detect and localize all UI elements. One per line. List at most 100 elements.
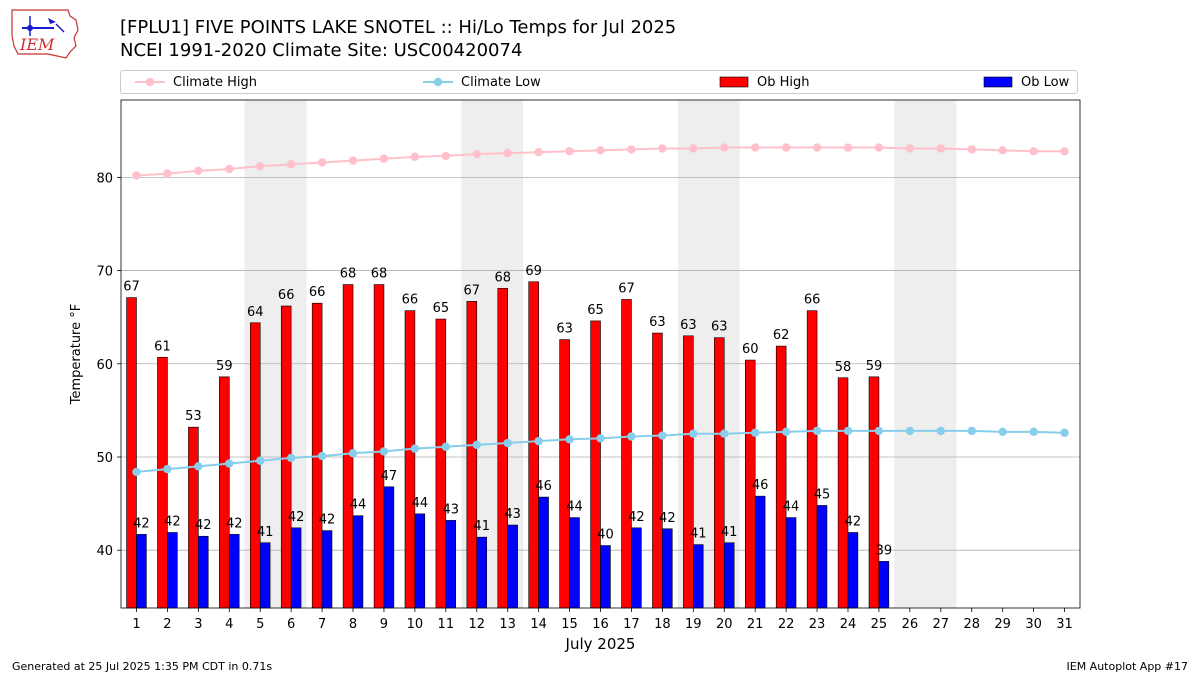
climate-low-point [874, 426, 884, 436]
ob-high-bar [590, 320, 601, 609]
ob-low-bar [290, 527, 302, 609]
legend-item-ob-low: Ob Low [983, 71, 1069, 93]
climate-high-point [256, 161, 265, 171]
ob-low-bar [507, 524, 518, 609]
ob-low-bar [816, 505, 828, 609]
y-tick-label: 40 [96, 544, 113, 559]
climate-high-point [874, 143, 884, 152]
ob-high-label: 63 [649, 315, 666, 330]
ob-high-bar [621, 299, 632, 609]
x-tick-label: 14 [530, 617, 547, 632]
climate-high-point [843, 143, 853, 152]
ob-low-label: 42 [319, 513, 336, 528]
x-tick-label: 2 [163, 617, 171, 632]
ob-low-label: 42 [659, 511, 676, 526]
climate-low-point [689, 429, 698, 438]
ob-low-label: 42 [288, 510, 305, 525]
ob-high-bar [435, 318, 447, 609]
climate-high-point [132, 171, 141, 180]
x-axis-label: July 2025 [565, 635, 636, 653]
ob-low-bar [321, 530, 333, 609]
climate-high-point [441, 151, 451, 161]
ob-high-label: 65 [433, 301, 450, 316]
ob-low-label: 42 [845, 514, 862, 529]
climate-low-point [317, 451, 327, 461]
climate-low-point [534, 436, 543, 446]
climate-high-point [627, 145, 636, 154]
climate-high-point [936, 144, 945, 153]
legend-label-climate-high: Climate High [173, 74, 258, 90]
x-tick-label: 29 [994, 617, 1011, 632]
x-tick-label: 12 [468, 617, 485, 632]
climate-high-point [596, 146, 605, 155]
legend-swatch-ob-low [983, 76, 1013, 88]
x-tick-label: 4 [225, 617, 233, 632]
ob-low-bar [754, 495, 766, 609]
ob-low-label: 39 [876, 543, 893, 558]
chart-subtitle: NCEI 1991-2020 Climate Site: USC00420074 [120, 40, 523, 61]
ob-high-bar [714, 337, 725, 609]
x-tick-label: 15 [561, 617, 578, 632]
climate-low-point [596, 434, 605, 443]
ob-high-label: 63 [711, 320, 728, 335]
climate-high-point [720, 143, 729, 152]
ob-high-bar [652, 332, 663, 609]
ob-low-label: 43 [504, 507, 521, 522]
ob-high-bar [497, 287, 508, 609]
ob-high-label: 67 [123, 280, 140, 295]
climate-high-point [658, 144, 667, 153]
climate-high-point [750, 143, 760, 152]
climate-low-point [843, 426, 853, 436]
x-tick-label: 20 [716, 617, 733, 632]
ob-low-label: 42 [628, 510, 645, 525]
x-tick-label: 30 [1025, 617, 1042, 632]
climate-low-point [441, 442, 451, 451]
ob-low-bar [631, 527, 642, 609]
ob-high-bar [806, 310, 818, 609]
x-tick-label: 8 [349, 617, 357, 632]
ob-low-label: 47 [381, 469, 398, 484]
legend-item-climate-low: Climate Low [423, 71, 541, 93]
climate-high-point [348, 156, 358, 165]
ob-low-label: 46 [752, 478, 769, 493]
x-tick-label: 17 [623, 617, 640, 632]
ob-low-label: 40 [597, 528, 614, 543]
y-tick-label: 70 [96, 265, 113, 280]
ob-low-label: 42 [195, 518, 212, 533]
x-tick-label: 16 [592, 617, 609, 632]
climate-high-point [317, 158, 327, 167]
x-tick-label: 6 [287, 617, 295, 632]
climate-high-point [565, 147, 574, 156]
x-tick-label: 31 [1056, 617, 1073, 632]
climate-high-point [905, 144, 915, 153]
ob-low-bar [476, 536, 487, 609]
ob-low-label: 41 [690, 527, 707, 542]
climate-high-point [472, 149, 481, 159]
ob-high-label: 63 [556, 322, 573, 337]
climate-high-point [194, 166, 203, 176]
ob-high-label: 67 [464, 283, 481, 298]
legend-swatch-climate-high [135, 77, 165, 87]
ob-low-label: 44 [412, 496, 429, 511]
ob-low-label: 46 [535, 479, 552, 494]
legend-item-climate-high: Climate High [135, 71, 257, 93]
x-tick-label: 5 [256, 617, 264, 632]
ob-low-bar [569, 517, 580, 609]
climate-high-point [410, 152, 420, 162]
climate-high-point [286, 160, 296, 169]
ob-high-label: 68 [494, 270, 511, 285]
chart-title: [FPLU1] FIVE POINTS LAKE SNOTEL :: Hi/Lo… [120, 17, 677, 38]
climate-low-point [379, 447, 389, 456]
ob-low-label: 41 [473, 519, 490, 534]
ob-low-label: 42 [133, 516, 150, 531]
ob-low-bar [167, 532, 178, 609]
ob-low-label: 41 [257, 525, 274, 540]
climate-low-point [905, 426, 915, 436]
ob-high-bar [559, 339, 570, 609]
ob-high-label: 68 [371, 267, 388, 282]
climate-high-point [1060, 147, 1069, 156]
app-label: IEM Autoplot App #17 [1066, 660, 1189, 673]
ob-high-label: 69 [525, 264, 542, 279]
ob-low-bar [228, 534, 240, 609]
